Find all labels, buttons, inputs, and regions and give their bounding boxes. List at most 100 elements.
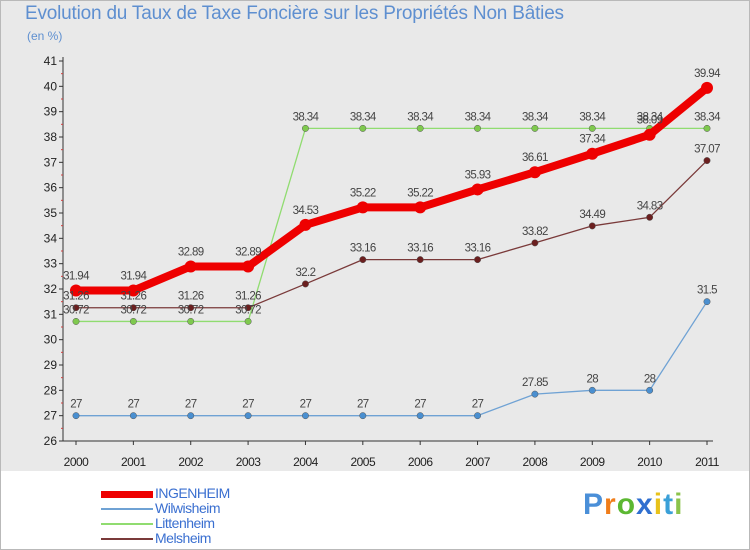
y-tick-label: 32 — [44, 282, 58, 296]
x-tick-label: 2011 — [695, 455, 720, 469]
legend-label: Wilwisheim — [155, 500, 221, 516]
y-tick-label: 38 — [44, 130, 58, 144]
data-point — [187, 304, 195, 312]
legend-swatch — [101, 523, 153, 525]
y-tick-label: 39 — [44, 105, 58, 119]
brand-logo: Proxiti — [583, 488, 683, 522]
data-label: 31.26 — [235, 291, 261, 303]
y-tick-label: 31 — [44, 307, 58, 321]
data-point — [127, 284, 140, 297]
data-point — [359, 412, 367, 420]
legend-label: INGENHEIM — [155, 485, 230, 501]
y-tick-label: 29 — [44, 358, 58, 372]
data-label: 37.07 — [694, 144, 720, 156]
x-tick-label: 2003 — [236, 455, 262, 469]
data-label: 27 — [357, 399, 369, 411]
data-label: 35.93 — [465, 169, 491, 181]
data-label: 31.26 — [63, 291, 89, 303]
unit-label: (en %) — [27, 29, 63, 43]
data-label: 28 — [644, 373, 656, 385]
x-tick-label: 2002 — [178, 455, 204, 469]
legend-item: Littenheim — [101, 516, 321, 531]
legend-swatch — [101, 538, 153, 540]
data-label: 32.89 — [178, 246, 204, 258]
data-label: 27 — [472, 399, 484, 411]
y-tick-label: 36 — [44, 181, 58, 195]
data-label: 32.2 — [295, 267, 315, 279]
legend-label: Melsheim — [155, 530, 211, 546]
y-tick-label: 27 — [44, 409, 58, 423]
data-label: 38.34 — [293, 111, 320, 123]
data-label: 28 — [586, 373, 598, 385]
legend-swatch — [101, 490, 153, 498]
data-point — [531, 390, 539, 398]
data-point — [414, 201, 427, 214]
data-point — [416, 124, 424, 132]
data-point — [129, 304, 137, 312]
y-tick-label: 37 — [44, 155, 58, 169]
data-point — [474, 412, 481, 420]
data-label: 39.94 — [694, 68, 721, 80]
data-label: 31.94 — [63, 271, 90, 283]
y-tick-label: 34 — [44, 231, 58, 245]
y-tick-label: 26 — [44, 434, 58, 448]
y-tick-label: 41 — [44, 54, 58, 68]
axes: 26 27 28 29 30 31 32 33 34 35 36 37 38 39 40 41 2000 2001… — [44, 54, 721, 469]
data-point — [701, 81, 713, 94]
data-label: 27 — [414, 399, 426, 411]
data-label: 36.61 — [522, 152, 548, 164]
data-point — [646, 213, 654, 221]
data-label: 27 — [242, 399, 254, 411]
legend-item: Wilwisheim — [101, 501, 321, 516]
x-tick-label: 2009 — [580, 455, 606, 469]
data-label: 27 — [70, 399, 82, 411]
data-point — [471, 183, 484, 196]
data-label: 33.16 — [407, 243, 433, 255]
data-point — [586, 147, 599, 160]
data-point — [129, 317, 137, 325]
data-point — [531, 239, 539, 247]
data-point — [244, 412, 252, 420]
data-point — [72, 304, 80, 312]
data-label: 31.26 — [120, 291, 146, 303]
data-point — [187, 317, 195, 325]
y-tick-label: 28 — [44, 383, 58, 397]
data-label: 27 — [300, 399, 312, 411]
data-point — [528, 166, 541, 179]
data-point — [474, 124, 481, 132]
data-point — [588, 124, 596, 132]
data-label: 31.5 — [697, 285, 717, 297]
data-point — [416, 256, 424, 264]
logo-letter: o — [616, 488, 637, 521]
data-label: 37.34 — [579, 134, 606, 146]
data-point — [302, 280, 309, 288]
data-label: 30.72 — [63, 304, 89, 316]
x-tick-label: 2004 — [293, 455, 319, 469]
x-tick-label: 2010 — [637, 455, 663, 469]
data-label: 31.26 — [178, 291, 204, 303]
x-tick-label: 2006 — [408, 455, 434, 469]
data-label: 33.82 — [522, 226, 548, 238]
series-line — [75, 159, 708, 309]
y-tick-label: 30 — [44, 333, 58, 347]
data-label: 30.72 — [178, 304, 204, 316]
data-label: 38.09 — [637, 115, 663, 127]
data-point — [359, 256, 367, 264]
y-tick-label: 35 — [44, 206, 58, 220]
data-label: 38.34 — [407, 111, 434, 123]
data-point — [531, 124, 539, 132]
legend-label: Littenheim — [155, 515, 215, 531]
data-label: 38.34 — [637, 111, 664, 123]
data-point — [588, 222, 596, 230]
data-label: 38.34 — [465, 111, 492, 123]
data-point — [359, 124, 367, 132]
data-label: 34.49 — [579, 209, 605, 221]
data-label: 34.83 — [637, 200, 663, 212]
series-line — [75, 127, 708, 323]
data-point — [416, 412, 424, 420]
series-line — [72, 83, 711, 295]
data-point — [72, 317, 80, 325]
